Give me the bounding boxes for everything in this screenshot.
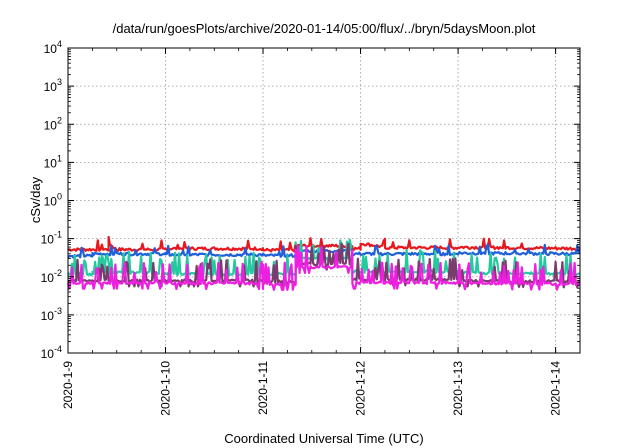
y-tick-label: 10-1	[41, 230, 62, 247]
series-line	[67, 235, 581, 253]
series-line	[67, 243, 581, 259]
y-tick-label: 10-4	[41, 344, 62, 361]
grid	[68, 48, 580, 353]
y-tick-label: 104	[44, 39, 62, 56]
chart-title: /data/run/goesPlots/archive/2020-01-14/0…	[113, 21, 536, 36]
y-tick-label: 10-3	[41, 306, 62, 323]
x-tick-label: 2020-1-11	[256, 361, 270, 415]
series-line	[66, 245, 581, 291]
x-tick-label: 2020-1-13	[451, 361, 465, 416]
x-tick-label: 2020-1-9	[61, 361, 75, 409]
y-tick-label: 103	[44, 77, 62, 94]
x-tick-label: 2020-1-14	[549, 361, 563, 416]
y-tick-labels: 10-4 10-3 10-2 10-1 100 101 102 103 104	[41, 39, 62, 361]
y-tick-label: 101	[44, 153, 62, 170]
ticks	[67, 47, 581, 354]
y-tick-label: 100	[44, 192, 62, 209]
series-layer	[66, 235, 581, 291]
x-tick-labels: 2020-1-9 2020-1-10 2020-1-11 2020-1-12 2020-…	[61, 361, 563, 416]
x-tick-label: 2020-1-12	[354, 361, 368, 416]
x-axis-label: Coordinated Universal Time (UTC)	[224, 431, 423, 446]
y-tick-label: 10-2	[41, 268, 62, 285]
y-tick-label: 102	[44, 115, 62, 132]
x-tick-label: 2020-1-10	[159, 361, 173, 416]
y-axis-label: cSv/day	[28, 176, 43, 223]
